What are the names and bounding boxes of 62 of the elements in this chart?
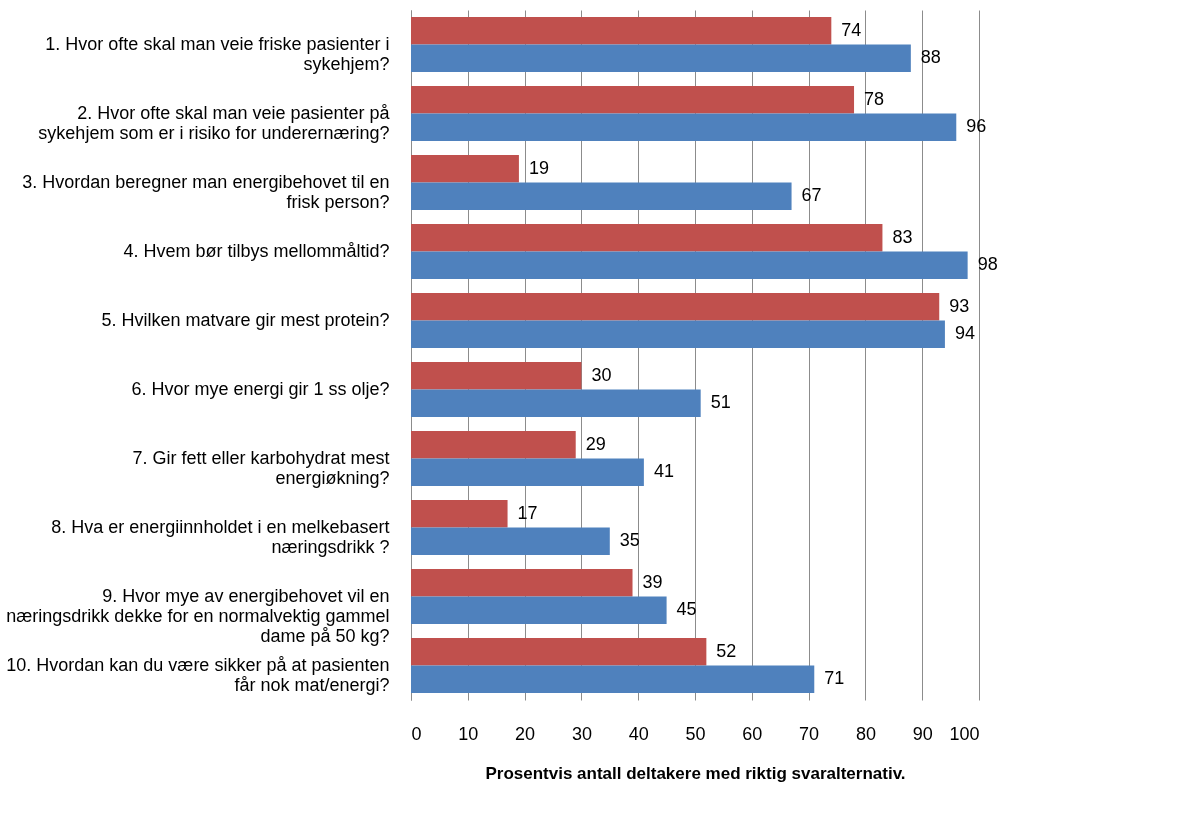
x-tick-label: 90 bbox=[912, 723, 933, 744]
x-tick-label: 40 bbox=[628, 723, 649, 744]
y-tick-label: 4. Hvem bør tilbys mellommåltid? bbox=[123, 240, 390, 261]
data-label: 71 bbox=[824, 668, 845, 689]
bar bbox=[411, 223, 883, 252]
bar bbox=[411, 44, 911, 73]
data-label: 67 bbox=[801, 185, 822, 206]
y-tick-label: 6. Hvor mye energi gir 1 ss olje? bbox=[131, 378, 390, 399]
x-tick-label: 100 bbox=[949, 723, 980, 744]
bar bbox=[411, 596, 667, 625]
y-tick-label: 3. Hvordan beregner man energibehovet til en frisk person? bbox=[22, 171, 390, 212]
data-label: 78 bbox=[864, 88, 885, 109]
data-label: 52 bbox=[716, 640, 737, 661]
data-label: 29 bbox=[585, 433, 606, 454]
bar bbox=[411, 182, 792, 211]
x-tick-label: 80 bbox=[855, 723, 876, 744]
y-tick-label: 5. Hvilken matvare gir mest protein? bbox=[101, 309, 390, 330]
y-tick-label: 9. Hvor mye av energibehovet vil en næringsdrikk dekke for en normalvektig gammel dame på 50 kg? bbox=[6, 585, 390, 646]
bar bbox=[411, 430, 576, 459]
data-label: 41 bbox=[653, 461, 674, 482]
data-label: 98 bbox=[977, 254, 998, 275]
x-tick-label: 50 bbox=[685, 723, 706, 744]
bar bbox=[411, 292, 940, 321]
data-label: 45 bbox=[676, 599, 697, 620]
data-label: 35 bbox=[619, 530, 640, 551]
bar bbox=[411, 154, 519, 183]
bar bbox=[411, 16, 832, 45]
bar bbox=[411, 389, 701, 418]
bar bbox=[411, 85, 855, 114]
x-tick-label: 10 bbox=[458, 723, 479, 744]
data-label: 88 bbox=[920, 47, 941, 68]
bar bbox=[411, 458, 644, 487]
data-label: 93 bbox=[949, 295, 970, 316]
data-label: 17 bbox=[517, 502, 538, 523]
x-tick-label: 30 bbox=[571, 723, 592, 744]
x-tick-label: 60 bbox=[742, 723, 763, 744]
bar bbox=[411, 499, 508, 528]
data-label: 83 bbox=[892, 226, 913, 247]
data-label: 30 bbox=[591, 364, 612, 385]
bar bbox=[411, 527, 610, 556]
data-label: 19 bbox=[528, 157, 549, 178]
data-label: 51 bbox=[710, 392, 731, 413]
bar bbox=[411, 113, 957, 142]
bar bbox=[411, 361, 582, 390]
x-tick-label: 20 bbox=[515, 723, 536, 744]
y-tick-label: 10. Hvordan kan du være sikker på at pasienten får nok mat/energi? bbox=[6, 654, 390, 695]
y-tick-label: 7. Gir fett eller karbohydrat mest energiøkning? bbox=[132, 447, 390, 488]
data-label: 39 bbox=[642, 571, 663, 592]
y-tick-label: 2. Hvor ofte skal man veie pasienter på sykehjem som er i risiko for underernæring? bbox=[38, 102, 391, 143]
x-tick-label: 70 bbox=[799, 723, 820, 744]
bar bbox=[411, 568, 633, 597]
bar bbox=[411, 637, 707, 666]
bar bbox=[411, 320, 945, 349]
data-label: 74 bbox=[841, 19, 862, 40]
y-tick-label: 1. Hvor ofte skal man veie friske pasienter i sykehjem? bbox=[45, 33, 390, 74]
data-label: 96 bbox=[966, 116, 987, 137]
bar bbox=[411, 665, 815, 694]
x-tick-label: 0 bbox=[411, 723, 422, 744]
bar bbox=[411, 251, 968, 280]
data-label: 94 bbox=[954, 323, 975, 344]
y-tick-label: 8. Hva er energiinnholdet i en melkebasert næringsdrikk ? bbox=[51, 516, 390, 557]
x-axis-title: Prosentvis antall deltakere med riktig svaralternativ. bbox=[485, 763, 906, 783]
